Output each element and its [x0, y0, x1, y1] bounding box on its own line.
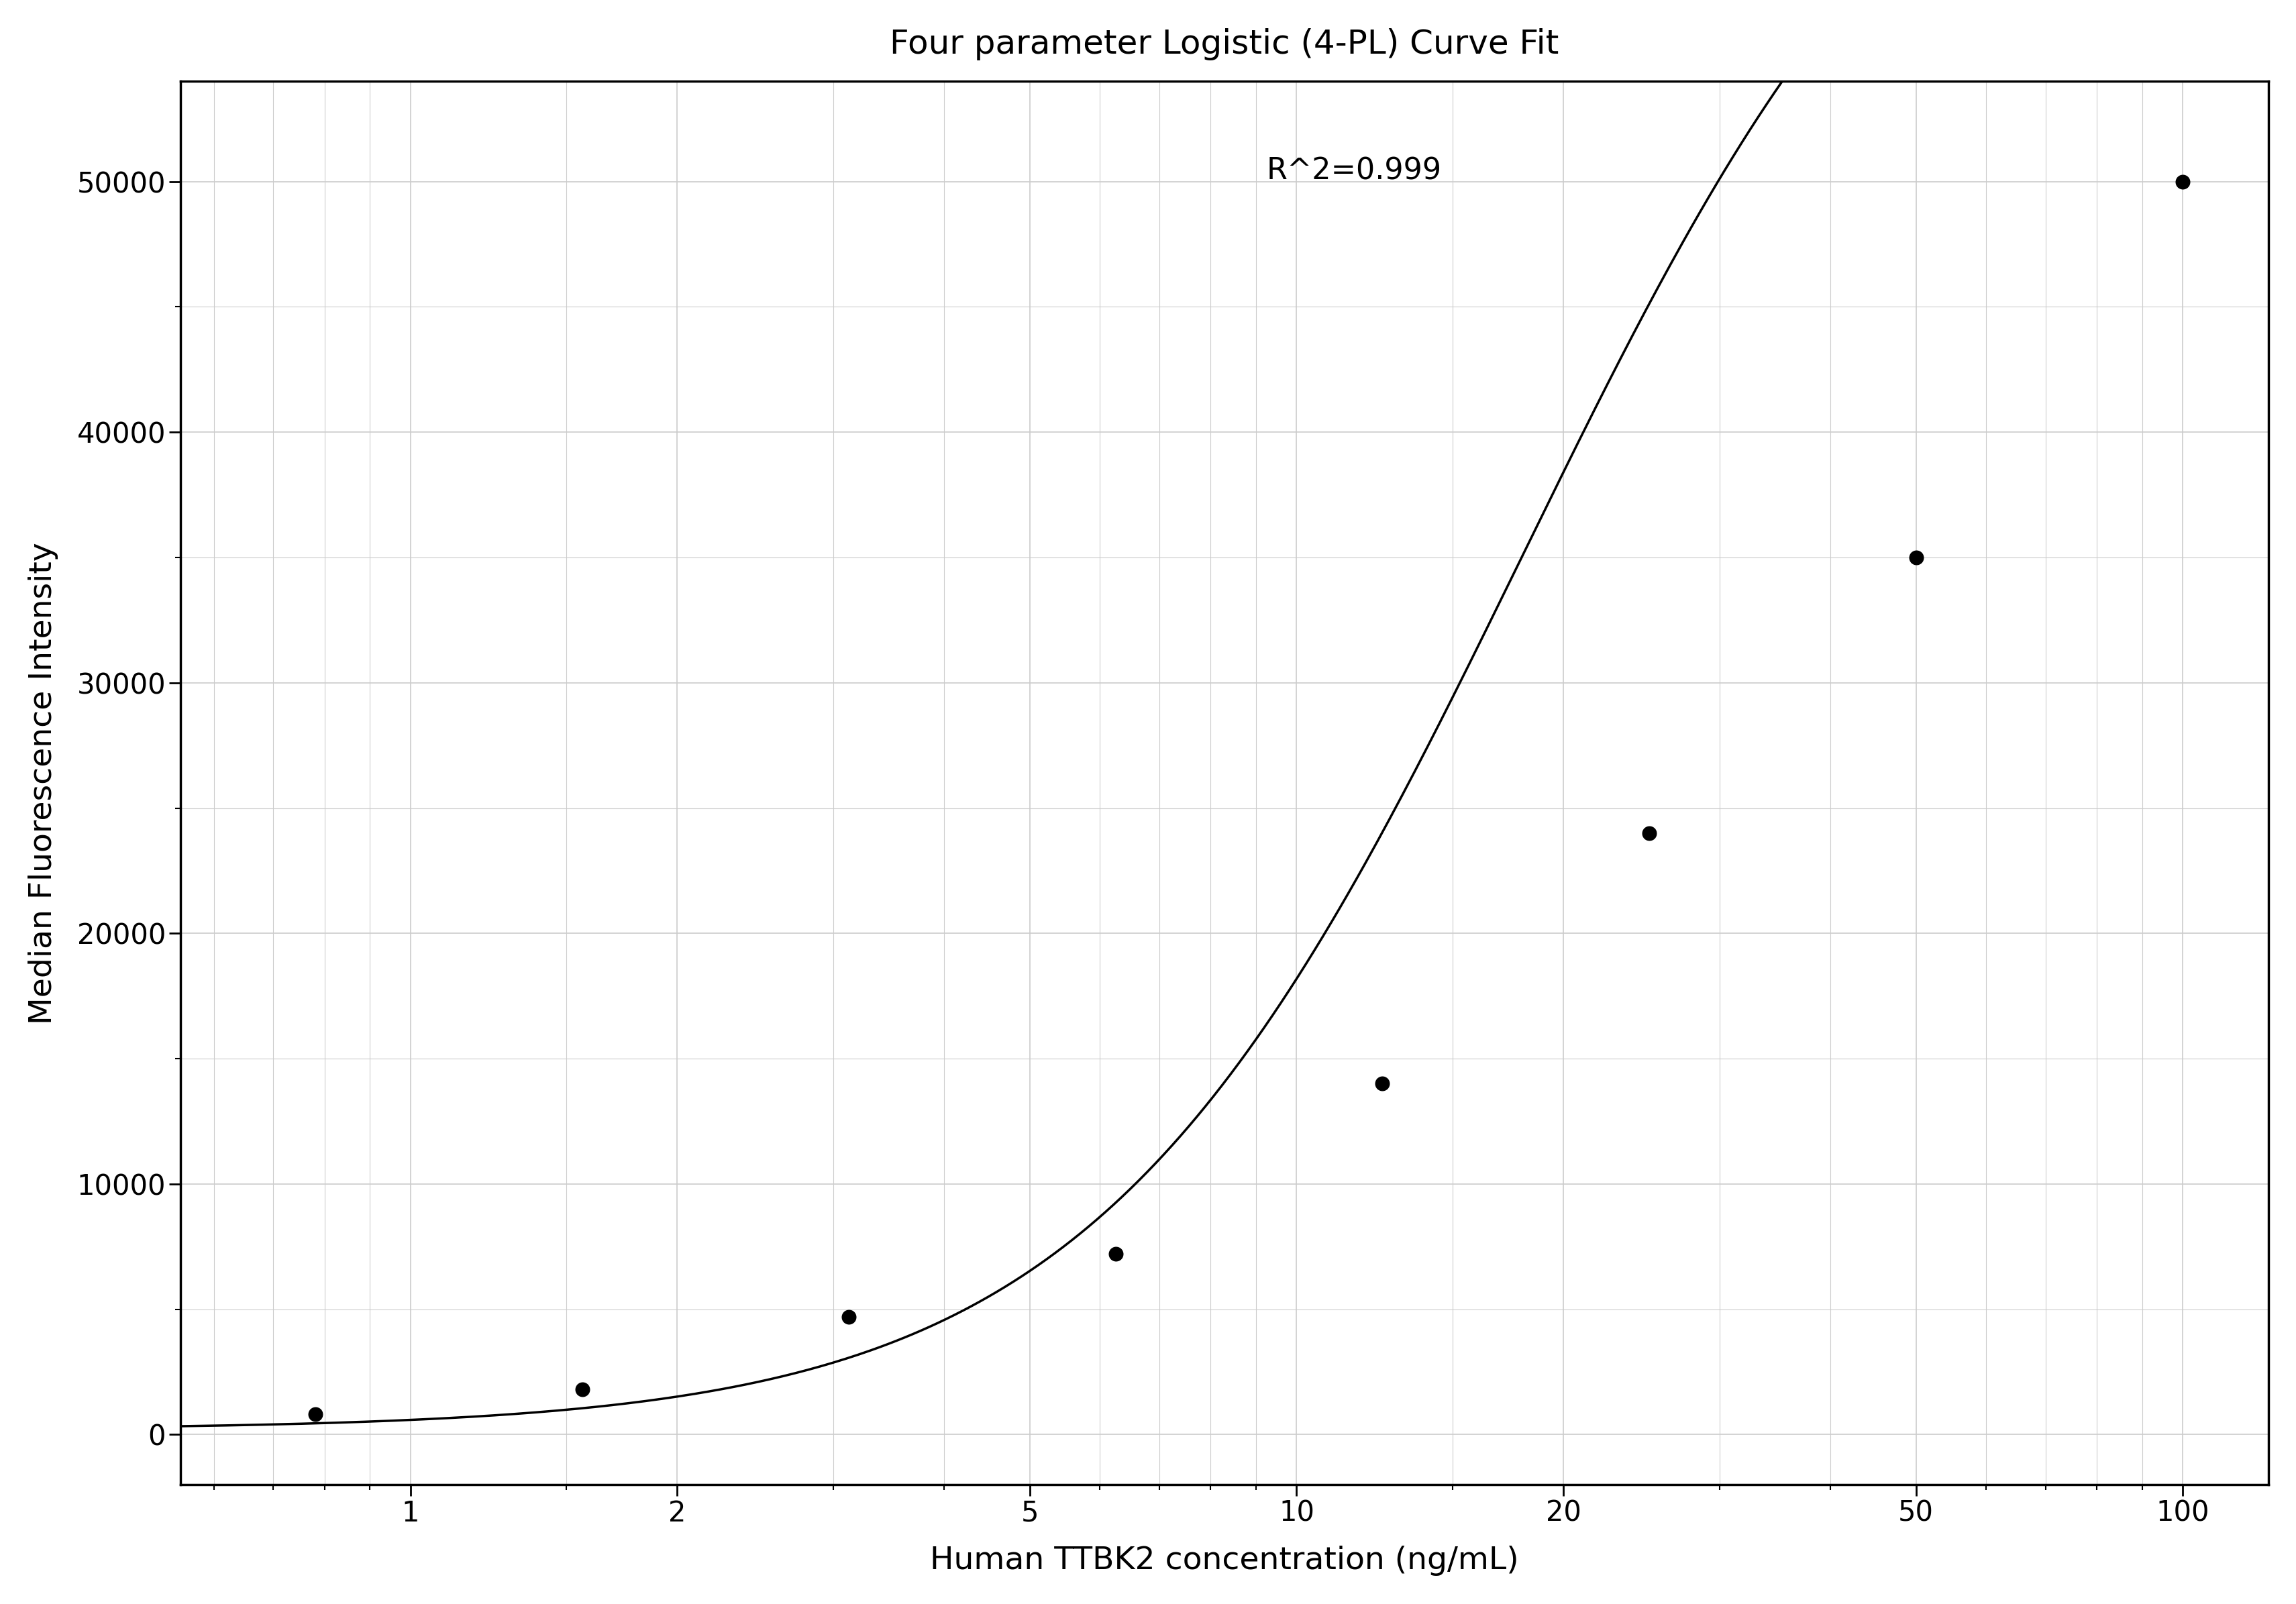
Point	[831, 1304, 868, 1330]
Point	[1364, 1071, 1401, 1097]
Point	[1896, 545, 1933, 571]
Point	[296, 1402, 333, 1428]
Title: Four parameter Logistic (4-PL) Curve Fit: Four parameter Logistic (4-PL) Curve Fit	[889, 27, 1559, 61]
Text: R^2=0.999: R^2=0.999	[1265, 157, 1442, 186]
Point	[1630, 820, 1667, 845]
Point	[565, 1376, 602, 1402]
X-axis label: Human TTBK2 concentration (ng/mL): Human TTBK2 concentration (ng/mL)	[930, 1546, 1518, 1577]
Point	[2163, 168, 2200, 194]
Y-axis label: Median Fluorescence Intensity: Median Fluorescence Intensity	[28, 542, 57, 1023]
Point	[1097, 1241, 1134, 1267]
